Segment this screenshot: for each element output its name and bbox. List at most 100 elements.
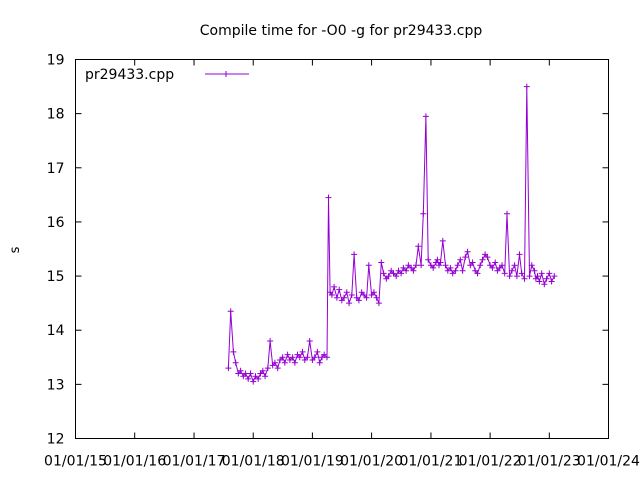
y-tick-label: 17 — [47, 161, 65, 177]
data-point — [436, 262, 442, 269]
data-point — [526, 273, 533, 280]
y-tick-label: 16 — [47, 215, 65, 231]
y-tick-label: 18 — [47, 107, 65, 123]
y-tick-label: 13 — [47, 377, 65, 393]
chart-title: Compile time for -O0 -g for pr29433.cpp — [200, 23, 483, 39]
data-point — [403, 267, 410, 274]
data-point — [299, 348, 306, 355]
data-point — [267, 338, 274, 344]
data-point — [437, 259, 444, 266]
data-point — [457, 256, 464, 263]
data-point — [306, 338, 313, 344]
data-point — [513, 273, 520, 280]
data-point — [492, 259, 499, 266]
data-point — [536, 278, 543, 285]
data-point — [454, 262, 461, 269]
data-point — [415, 243, 422, 250]
x-tick-label: 01/01/23 — [518, 454, 581, 470]
data-point — [410, 267, 417, 274]
data-point — [321, 351, 328, 358]
plot-frame — [75, 59, 609, 439]
data-point — [506, 273, 513, 280]
data-point — [291, 359, 298, 366]
data-point — [274, 365, 281, 372]
data-point — [373, 294, 380, 301]
data-point — [449, 270, 456, 277]
data-point — [442, 262, 449, 269]
data-point — [474, 270, 481, 277]
data-point — [444, 267, 451, 274]
data-point — [245, 375, 252, 382]
data-point — [279, 354, 286, 361]
data-point — [459, 267, 466, 274]
y-ticks: 12 13 14 15 16 17 18 19 — [47, 53, 609, 448]
data-point — [447, 264, 454, 271]
data-point — [518, 270, 525, 277]
data-point — [499, 262, 505, 269]
series-line — [227, 86, 555, 384]
data-point — [413, 262, 419, 269]
data-point — [378, 259, 385, 266]
data-point — [311, 354, 318, 361]
x-tick-label: 01/01/17 — [163, 454, 226, 470]
data-point — [531, 267, 538, 274]
data-point — [232, 359, 239, 366]
data-point — [289, 354, 296, 361]
data-point — [355, 297, 362, 304]
data-point — [336, 286, 343, 293]
y-tick-label: 14 — [47, 323, 65, 339]
data-point — [528, 262, 535, 269]
data-point — [489, 264, 496, 271]
data-point — [439, 237, 446, 244]
data-point — [375, 300, 382, 307]
data-point — [237, 367, 244, 374]
x-tick-label: 01/01/24 — [577, 454, 640, 470]
data-point — [534, 273, 541, 280]
data-point — [247, 370, 254, 377]
data-point — [331, 283, 338, 290]
data-point — [425, 256, 432, 263]
data-point — [271, 359, 278, 366]
data-point — [284, 351, 291, 358]
data-point — [548, 278, 555, 285]
x-tick-label: 01/01/18 — [222, 454, 285, 470]
data-point — [504, 210, 510, 217]
data-point — [523, 83, 530, 90]
x-tick-label: 01/01/21 — [399, 454, 462, 470]
data-point — [230, 348, 237, 355]
data-point — [328, 292, 335, 298]
data-point — [405, 262, 412, 269]
data-point — [508, 267, 515, 274]
x-tick-label: 01/01/22 — [459, 454, 522, 470]
data-point — [516, 251, 523, 258]
data-point — [380, 270, 387, 277]
data-point — [477, 262, 484, 269]
x-tick-label: 01/01/19 — [281, 454, 344, 470]
y-axis-label: s — [8, 246, 23, 253]
data-point — [422, 113, 429, 120]
data-point — [227, 308, 234, 315]
data-point — [277, 357, 283, 363]
data-point — [430, 264, 437, 271]
data-point — [418, 262, 425, 269]
data-point — [281, 359, 288, 366]
data-point — [543, 275, 550, 282]
data-point — [393, 273, 400, 280]
data-point — [462, 254, 469, 261]
data-point — [501, 270, 508, 277]
data-point — [365, 262, 372, 269]
data-point — [551, 273, 558, 280]
data-point — [252, 373, 259, 380]
data-point — [511, 262, 518, 269]
legend-marker — [223, 71, 229, 77]
data-point — [346, 300, 353, 307]
data-point — [546, 270, 553, 277]
data-point — [301, 357, 308, 363]
data-point — [286, 357, 293, 363]
data-point — [264, 365, 271, 372]
data-point — [452, 267, 459, 274]
x-tick-label: 01/01/15 — [44, 454, 107, 470]
data-point — [250, 378, 257, 385]
data-point — [314, 348, 321, 355]
